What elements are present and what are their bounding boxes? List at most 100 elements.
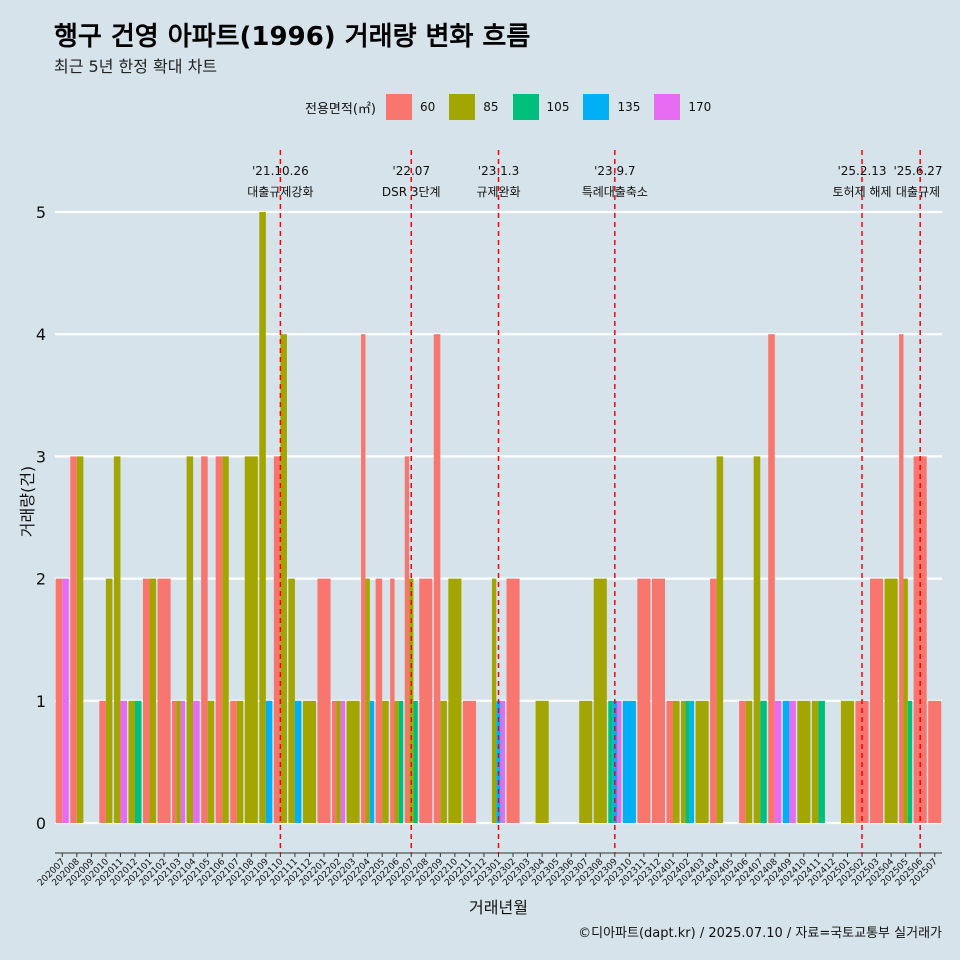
bar <box>680 700 686 823</box>
y-tick-label: 2 <box>36 570 46 589</box>
bar <box>617 700 622 823</box>
bar <box>62 578 69 823</box>
bar <box>186 456 194 823</box>
legend-swatch <box>385 94 412 120</box>
bar <box>500 700 506 823</box>
bar <box>382 700 389 823</box>
bar <box>288 578 295 823</box>
bar <box>612 700 618 823</box>
event-label: 규제완화 <box>476 185 520 199</box>
chart-subtitle: 최근 5년 한정 확대 차트 <box>54 57 218 76</box>
bar <box>608 700 613 823</box>
bar <box>419 578 433 823</box>
bar <box>496 700 501 823</box>
bar <box>70 456 77 823</box>
bar <box>390 578 395 823</box>
bar <box>336 700 341 823</box>
bar <box>244 456 258 823</box>
bar <box>369 700 375 823</box>
bar <box>899 334 904 823</box>
bar <box>448 578 462 823</box>
bar <box>413 700 418 823</box>
bar <box>622 700 636 823</box>
bar <box>317 578 331 823</box>
bar <box>535 700 549 823</box>
bar <box>907 700 913 823</box>
y-tick-label: 5 <box>36 203 46 222</box>
legend-item: 85 <box>449 94 499 120</box>
bar <box>128 700 135 823</box>
legend-swatch <box>583 94 610 120</box>
bar <box>739 700 746 823</box>
bar <box>811 700 819 823</box>
bar <box>593 578 607 823</box>
event-label: 특례대출축소 <box>582 185 648 199</box>
bar <box>302 700 317 823</box>
legend-label: 135 <box>617 100 641 114</box>
bar <box>840 700 855 823</box>
bar <box>579 700 593 823</box>
event-label: 토허제 해제 <box>833 185 892 199</box>
bar <box>462 700 476 823</box>
bar <box>294 700 302 823</box>
bar <box>884 578 898 823</box>
bar <box>818 700 825 823</box>
bar <box>113 456 121 823</box>
bar <box>789 700 796 823</box>
bar <box>120 700 127 823</box>
bar <box>332 700 337 823</box>
bar <box>651 578 665 823</box>
bar <box>176 700 181 823</box>
y-tick-label: 3 <box>36 447 46 466</box>
bar <box>215 456 223 823</box>
legend-label: 60 <box>419 100 436 114</box>
bar <box>404 456 410 823</box>
bar <box>230 700 237 823</box>
bar <box>745 700 753 823</box>
bar <box>637 578 651 823</box>
bar <box>201 456 208 823</box>
bar <box>398 700 404 823</box>
legend-label: 85 <box>483 100 499 114</box>
y-tick-label: 0 <box>36 814 46 833</box>
bar <box>236 700 244 823</box>
event-date: '21.10.26 <box>252 164 309 178</box>
event-date: '23.1.3 <box>478 164 519 178</box>
bar <box>797 700 811 823</box>
bar <box>265 700 273 823</box>
bar <box>172 700 177 823</box>
legend-label: 170 <box>688 100 712 114</box>
bar <box>157 578 171 823</box>
legend-item: 60 <box>385 94 436 120</box>
bar <box>361 334 366 823</box>
bar <box>394 700 399 823</box>
event-date: '25.2.13 <box>837 164 886 178</box>
bar <box>149 578 157 823</box>
bar <box>689 700 695 823</box>
bar <box>55 578 63 823</box>
bar <box>259 212 266 823</box>
y-tick-label: 1 <box>36 692 46 711</box>
bar <box>774 700 782 823</box>
event-date: '23.9.7 <box>594 164 635 178</box>
bar <box>710 578 717 823</box>
bar <box>506 578 520 823</box>
x-axis-title: 거래년월 <box>469 898 528 917</box>
bar <box>672 700 680 823</box>
bar <box>716 456 724 823</box>
legend: 전용면적(㎡) 60 85 105 135 170 <box>305 93 725 121</box>
bar <box>695 700 709 823</box>
bar <box>782 700 790 823</box>
chart-title: 행구 건영 아파트(1996) 거래량 변화 흐름 <box>54 22 531 52</box>
bar <box>340 700 346 823</box>
legend-items: 60 85 105 135 170 <box>385 94 725 120</box>
legend-title: 전용면적(㎡) <box>305 101 376 117</box>
bar <box>76 456 84 823</box>
bar <box>134 700 142 823</box>
bar <box>99 700 106 823</box>
bar <box>903 578 908 823</box>
event-date: '25.6.27 <box>893 164 942 178</box>
bar <box>855 700 869 823</box>
bar <box>685 700 690 823</box>
